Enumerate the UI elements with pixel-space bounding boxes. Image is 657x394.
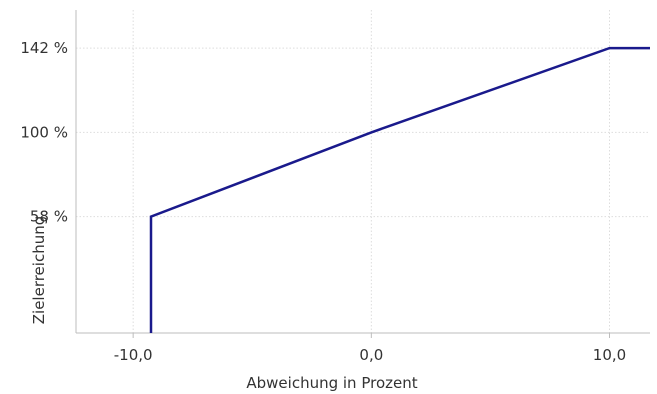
x-axis-title: Abweichung in Prozent (246, 374, 417, 392)
axis-layer (75, 10, 650, 338)
y-axis-title: Zielerreichung (30, 216, 48, 325)
x-tick-label-0: -10,0 (114, 346, 153, 364)
series-line-0 (149, 46, 650, 333)
y-tick-label-1: 100 % (20, 123, 68, 141)
y-tick-label-0: 58 % (30, 208, 68, 226)
grid-layer (76, 10, 650, 333)
series-layer (149, 46, 650, 333)
x-tick-label-1: 0,0 (359, 346, 383, 364)
x-tick-label-2: 10,0 (593, 346, 626, 364)
label-layer: 58 % 100 % 142 % -10,0 0,0 10,0 (20, 39, 626, 364)
y-tick-label-2: 142 % (20, 39, 68, 57)
